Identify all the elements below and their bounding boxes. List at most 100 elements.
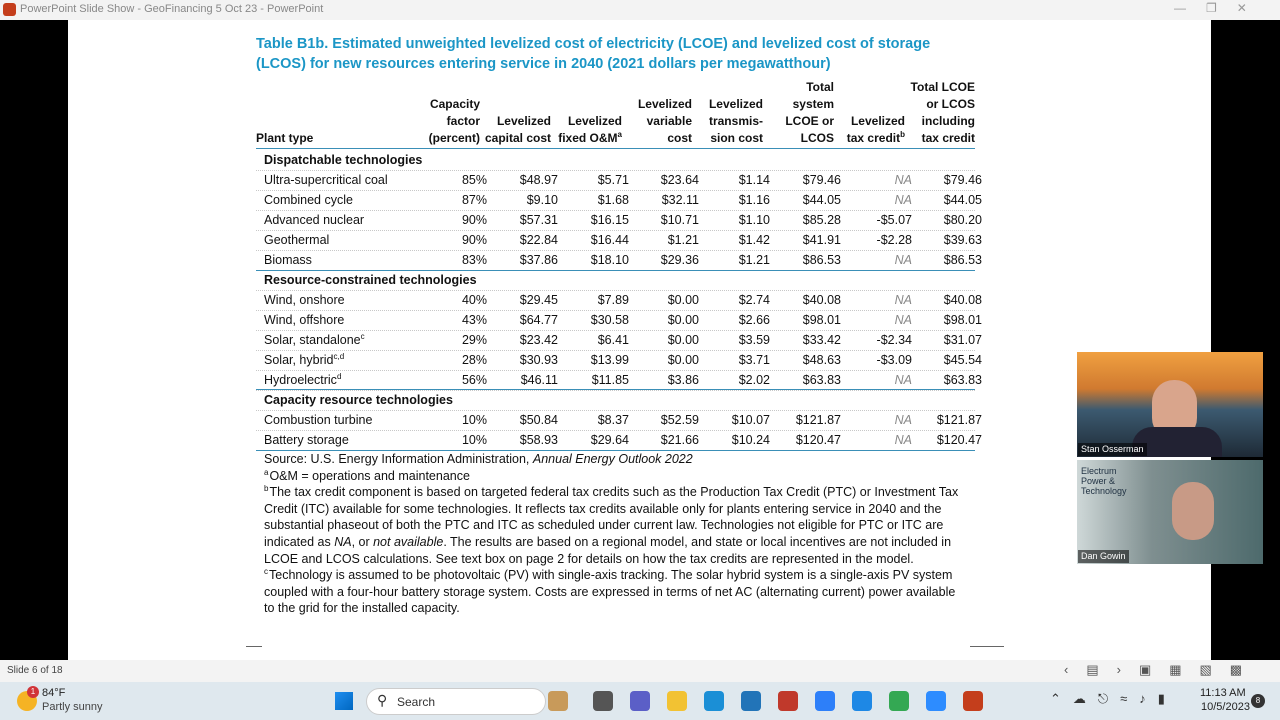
cell-value: $11.85 [591,373,629,387]
row-rule [256,310,975,311]
row-rule [256,250,975,251]
cell-value: $44.05 [943,193,982,207]
cell-value: NA [894,433,912,447]
window-controls[interactable]: — ❐ ✕ [1174,1,1247,15]
slide-controls[interactable]: ‹▤›▣▦▧▩ [1064,662,1261,677]
table-title: (LCOS) for new resources entering servic… [256,56,831,72]
app-icon[interactable] [778,691,798,711]
cell-value: NA [894,313,912,327]
cell-value: $22.84 [519,233,558,247]
column-header: Total LCOE [910,80,975,94]
footnote-text: Source: U.S. Energy Information Administ… [264,452,533,466]
cell-value: $1.14 [738,173,770,187]
cell-value: $9.10 [526,193,558,207]
tray-icons[interactable]: ⌃☁⎋≈♪▮ [1050,691,1177,706]
plant-type: Battery storage [264,433,349,447]
row-rule [256,410,975,411]
column-header: tax credit [921,131,975,145]
column-header: including [921,114,975,128]
video-tile[interactable]: Electrum Power & Technology Dan Gowin [1077,460,1263,564]
cell-value: $33.42 [802,333,841,347]
footnote-text: Technology is assumed to be photovoltaic… [264,568,956,616]
row-rule [256,370,975,371]
cell-value: $10.24 [731,433,770,447]
column-header: sion cost [710,131,763,145]
cell-value: 43% [461,313,487,327]
footnotes: Source: U.S. Energy Information Administ… [264,451,964,617]
search-icon: ⚲ [377,692,388,708]
app-icon[interactable] [667,691,687,711]
cell-value: $44.05 [802,193,841,207]
overlay-line: Technology [1081,486,1127,496]
footnote: bThe tax credit component is based on ta… [264,484,964,567]
app-icon[interactable] [963,691,983,711]
superscript: c [360,332,365,341]
footnote-text: Annual Energy Outlook 2022 [532,452,693,466]
column-header: Levelized [496,114,551,128]
cell-value: 87% [461,193,487,207]
column-header: capital cost [484,131,551,145]
cell-value: $1.10 [738,213,770,227]
cell-value: $16.44 [590,233,629,247]
cell-value: $64.77 [519,313,558,327]
cell-value: $31.07 [943,333,982,347]
cell-value: 28% [461,353,487,367]
plant-type: Hydroelectricd [264,372,342,388]
cell-value: $5.71 [597,173,629,187]
section-rule [256,390,975,391]
window-title: PowerPoint Slide Show - GeoFinancing 5 O… [20,3,324,15]
cell-value: $3.71 [738,353,770,367]
section-rule [256,389,975,390]
plant-type: Wind, onshore [264,293,345,307]
footnote: cTechnology is assumed to be photovoltai… [264,567,964,617]
shirt [1132,427,1222,457]
column-header: Plant type [256,131,314,145]
search-label: Search [397,695,436,709]
person [1172,482,1214,540]
footnote-text: The tax credit component is based on tar… [264,485,959,549]
column-header: fixed O&Ma [558,130,622,146]
cell-value: $8.37 [597,413,629,427]
app-icon [3,3,16,16]
cell-value: 83% [461,253,487,267]
plant-type: Combustion turbine [264,413,373,427]
search-box[interactable]: ⚲ Search [366,688,546,715]
row-rule [256,190,975,191]
column-header: Total [806,80,834,94]
column-header: variable [646,114,692,128]
cell-value: $79.46 [943,173,982,187]
superscript: b [900,130,905,139]
cell-value: $63.83 [802,373,841,387]
app-icon[interactable] [548,691,568,711]
start-button[interactable] [335,692,353,710]
cell-value: $7.89 [597,293,629,307]
cell-value: $30.93 [519,353,558,367]
cell-value: $29.45 [519,293,558,307]
app-icon[interactable] [630,691,650,711]
slide-counter: Slide 6 of 18 [7,665,63,676]
app-icon[interactable] [889,691,909,711]
row-rule [256,230,975,231]
cell-value: NA [894,413,912,427]
column-header: tax creditb [846,130,905,146]
cell-value: NA [894,293,912,307]
cell-value: $10.71 [660,213,699,227]
cell-value: $29.36 [660,253,699,267]
video-tile[interactable]: Stan Osserman [1077,352,1263,457]
cell-value: $29.64 [590,433,629,447]
app-icon[interactable] [926,691,946,711]
pinned-apps [548,691,983,713]
app-icon[interactable] [815,691,835,711]
app-icon[interactable] [741,691,761,711]
cell-value: NA [894,253,912,267]
app-icon[interactable] [704,691,724,711]
plant-type: Geothermal [264,233,330,247]
column-header: Levelized [708,97,763,111]
notification-count[interactable]: 8 [1251,694,1265,708]
app-icon[interactable] [593,691,613,711]
cell-value: 90% [461,213,487,227]
app-icon[interactable] [852,691,872,711]
cell-value: $23.64 [660,173,699,187]
cell-value: $2.02 [738,373,770,387]
